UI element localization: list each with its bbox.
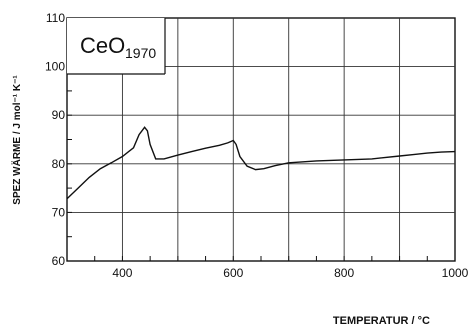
- x-tick-label: 600: [223, 266, 243, 280]
- y-tick-label: 80: [52, 157, 66, 171]
- y-tick-label: 110: [46, 11, 65, 25]
- chart-title-subscript: 1970: [125, 45, 156, 61]
- x-axis-label: TEMPERATUR / °C: [333, 315, 430, 327]
- chart-title: CeO: [80, 33, 125, 58]
- y-tick-label: 100: [45, 60, 65, 74]
- series-line: [66, 126, 456, 200]
- x-tick-label: 400: [112, 266, 132, 280]
- x-tick-label: 1000: [442, 266, 469, 280]
- y-axis-label: SPEZ WÄRME / J mol⁻¹ K⁻¹: [10, 75, 23, 205]
- x-tick-label: 800: [334, 266, 354, 280]
- title-box: [67, 18, 165, 74]
- ticks: [66, 17, 456, 262]
- y-tick-label: 60: [52, 254, 66, 268]
- y-tick-label: 70: [52, 205, 66, 219]
- y-tick-label: 90: [52, 108, 66, 122]
- tick-labels: 400 600 800 1000 60 70 80 90 100 110: [45, 11, 469, 280]
- grid: [67, 18, 455, 261]
